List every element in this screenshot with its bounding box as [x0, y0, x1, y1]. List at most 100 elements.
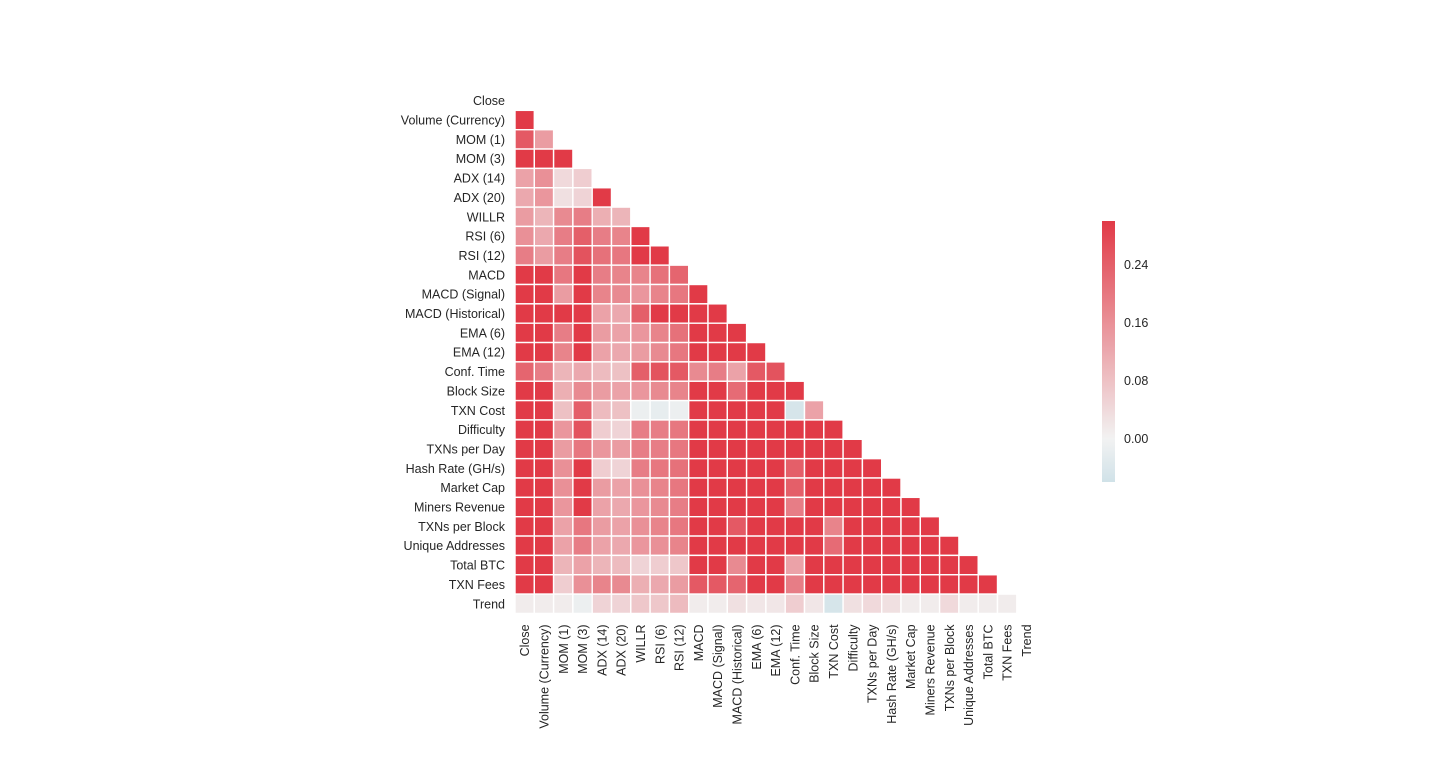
heatmap-cell [803, 574, 825, 595]
heatmap-cell [514, 283, 535, 305]
heatmap-cell [668, 438, 690, 460]
heatmap-cell [552, 322, 574, 344]
heatmap-cell [668, 593, 690, 615]
heatmap-cell [996, 593, 1018, 615]
y-tick-label: Unique Addresses [404, 539, 505, 553]
heatmap-cell [591, 399, 613, 421]
heatmap-cell [842, 516, 864, 537]
heatmap-cell [591, 283, 613, 305]
heatmap-cell [861, 554, 883, 576]
heatmap-cell [591, 225, 613, 247]
heatmap-cell [707, 419, 728, 441]
x-tick-label: MACD (Historical) [730, 624, 744, 724]
heatmap-cell [514, 399, 535, 421]
heatmap-cell [688, 457, 709, 479]
heatmap-cell [668, 322, 690, 344]
heatmap-cell [881, 496, 902, 518]
heatmap-cell [842, 535, 864, 557]
heatmap-cell [688, 593, 709, 615]
y-tick-label: MACD [468, 268, 505, 282]
heatmap-cell [649, 496, 671, 518]
heatmap-cell [630, 399, 651, 421]
heatmap-cell [900, 593, 921, 615]
y-tick-label: Volume (Currency) [401, 114, 505, 128]
heatmap-cell [649, 419, 671, 441]
x-tick-label: MOM (1) [557, 624, 571, 673]
heatmap-cell [630, 283, 651, 305]
heatmap-cell [591, 322, 613, 344]
heatmap-cell [707, 438, 728, 460]
heatmap-cell [610, 225, 632, 247]
heatmap-cell [765, 496, 786, 518]
heatmap-cell [572, 574, 593, 595]
heatmap-cell [630, 245, 651, 266]
heatmap-cell [591, 419, 613, 441]
heatmap-cell [514, 535, 535, 557]
colorbar-gradient [1102, 221, 1115, 482]
heatmap-cell [591, 554, 613, 576]
heatmap-cell [765, 477, 786, 499]
heatmap-cell [552, 438, 574, 460]
heatmap-cell [514, 438, 535, 460]
heatmap-cell [765, 419, 786, 441]
heatmap-cell [552, 477, 574, 499]
heatmap-cell [533, 399, 555, 421]
heatmap-cell [726, 399, 748, 421]
y-tick-label: Close [473, 94, 505, 108]
heatmap-cell [745, 399, 767, 421]
heatmap-cell [514, 148, 535, 170]
heatmap-cell [745, 496, 767, 518]
heatmap-cell [630, 380, 651, 402]
heatmap-cell [649, 593, 671, 615]
heatmap-cell [919, 535, 941, 557]
heatmap-cell [649, 457, 671, 479]
heatmap-cell [900, 516, 921, 537]
heatmap-cell [514, 322, 535, 344]
heatmap-cell [668, 457, 690, 479]
x-tick-label: Total BTC [981, 624, 995, 679]
heatmap-cell [552, 148, 574, 170]
heatmap-cell [707, 535, 728, 557]
heatmap-cell [707, 341, 728, 363]
heatmap-cell [514, 303, 535, 324]
heatmap-cell [552, 399, 574, 421]
heatmap-cell [630, 574, 651, 595]
heatmap-cell [688, 419, 709, 441]
heatmap-cell [668, 535, 690, 557]
heatmap-cell [881, 477, 902, 499]
heatmap-cell [572, 380, 593, 402]
heatmap-cell [533, 438, 555, 460]
heatmap-cell [591, 380, 613, 402]
heatmap-cell [610, 264, 632, 286]
heatmap-cell [610, 535, 632, 557]
heatmap-cell [668, 264, 690, 286]
heatmap-cell [649, 380, 671, 402]
heatmap-cell [745, 535, 767, 557]
heatmap-cell [572, 245, 593, 266]
heatmap-cell [514, 109, 535, 131]
y-tick-label: TXNs per Block [418, 520, 506, 534]
heatmap-cell [572, 419, 593, 441]
heatmap-cell [649, 516, 671, 537]
colorbar-tick-label: 0.16 [1124, 316, 1148, 330]
heatmap-cell [591, 303, 613, 324]
heatmap-cell [745, 380, 767, 402]
heatmap-cell [552, 361, 574, 382]
heatmap-cell [784, 574, 806, 595]
heatmap-cell [552, 457, 574, 479]
heatmap-cell [591, 361, 613, 382]
heatmap-cell [765, 361, 786, 382]
colorbar-ticks: 0.24 0.16 0.08 0.00 [1124, 258, 1148, 446]
heatmap-cell [803, 477, 825, 499]
heatmap-cell [630, 516, 651, 537]
heatmap-cell [707, 554, 728, 576]
heatmap-cell [784, 554, 806, 576]
x-tick-label: ADX (20) [615, 624, 629, 675]
heatmap-cell [938, 554, 960, 576]
heatmap-cell [533, 322, 555, 344]
heatmap-cell [803, 496, 825, 518]
y-tick-label: EMA (12) [453, 346, 505, 360]
heatmap-cell [649, 303, 671, 324]
heatmap-cell [919, 554, 941, 576]
heatmap-cell [707, 457, 728, 479]
